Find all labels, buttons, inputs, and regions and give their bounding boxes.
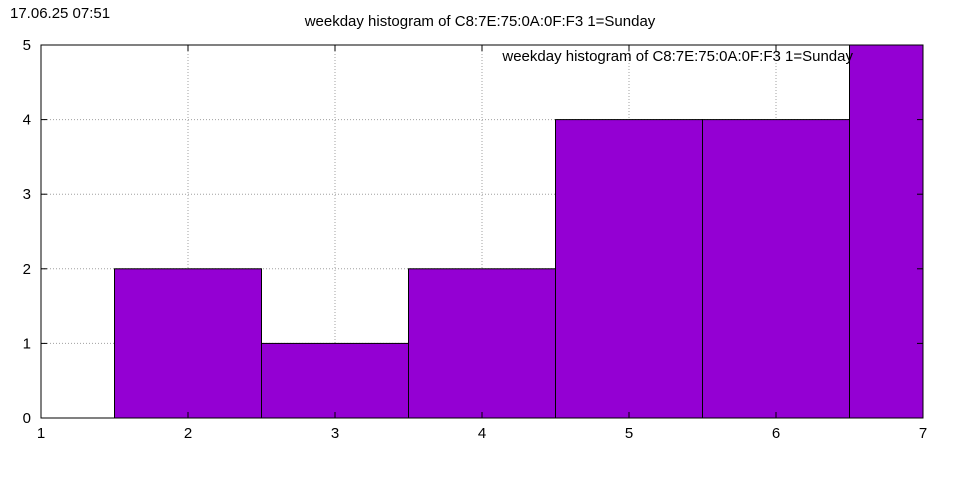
- x-tick-label-2: 2: [184, 425, 192, 442]
- x-tick-label-7: 7: [919, 425, 927, 442]
- bar-7: [849, 44, 924, 419]
- y-tick-label-2: 2: [23, 261, 31, 278]
- bar-5: [555, 119, 703, 419]
- x-tick-label-5: 5: [625, 425, 633, 442]
- bar-2: [114, 268, 262, 419]
- axis-ticks: [40, 44, 924, 419]
- timestamp: 17.06.25 07:51: [10, 5, 110, 22]
- x-tick-label-3: 3: [331, 425, 339, 442]
- bar-3: [261, 342, 409, 419]
- y-tick-label-1: 1: [23, 335, 31, 352]
- y-tick-label-4: 4: [23, 112, 31, 129]
- y-tick-labels: 0 1 2 3 4 5: [23, 37, 31, 427]
- y-tick-label-3: 3: [23, 186, 31, 203]
- bar-6: [702, 119, 850, 419]
- x-tick-label-4: 4: [478, 425, 486, 442]
- legend-label: weekday histogram of C8:7E:75:0A:0F:F3 1…: [501, 48, 853, 65]
- x-tick-label-6: 6: [772, 425, 780, 442]
- y-tick-label-5: 5: [23, 37, 31, 54]
- x-tick-label-1: 1: [37, 425, 45, 442]
- bar-4: [408, 268, 556, 419]
- chart-title: weekday histogram of C8:7E:75:0A:0F:F3 1…: [304, 13, 656, 30]
- x-tick-labels: 1 2 3 4 5 6 7: [37, 425, 927, 442]
- y-tick-label-0: 0: [23, 410, 31, 427]
- bars: [114, 44, 924, 419]
